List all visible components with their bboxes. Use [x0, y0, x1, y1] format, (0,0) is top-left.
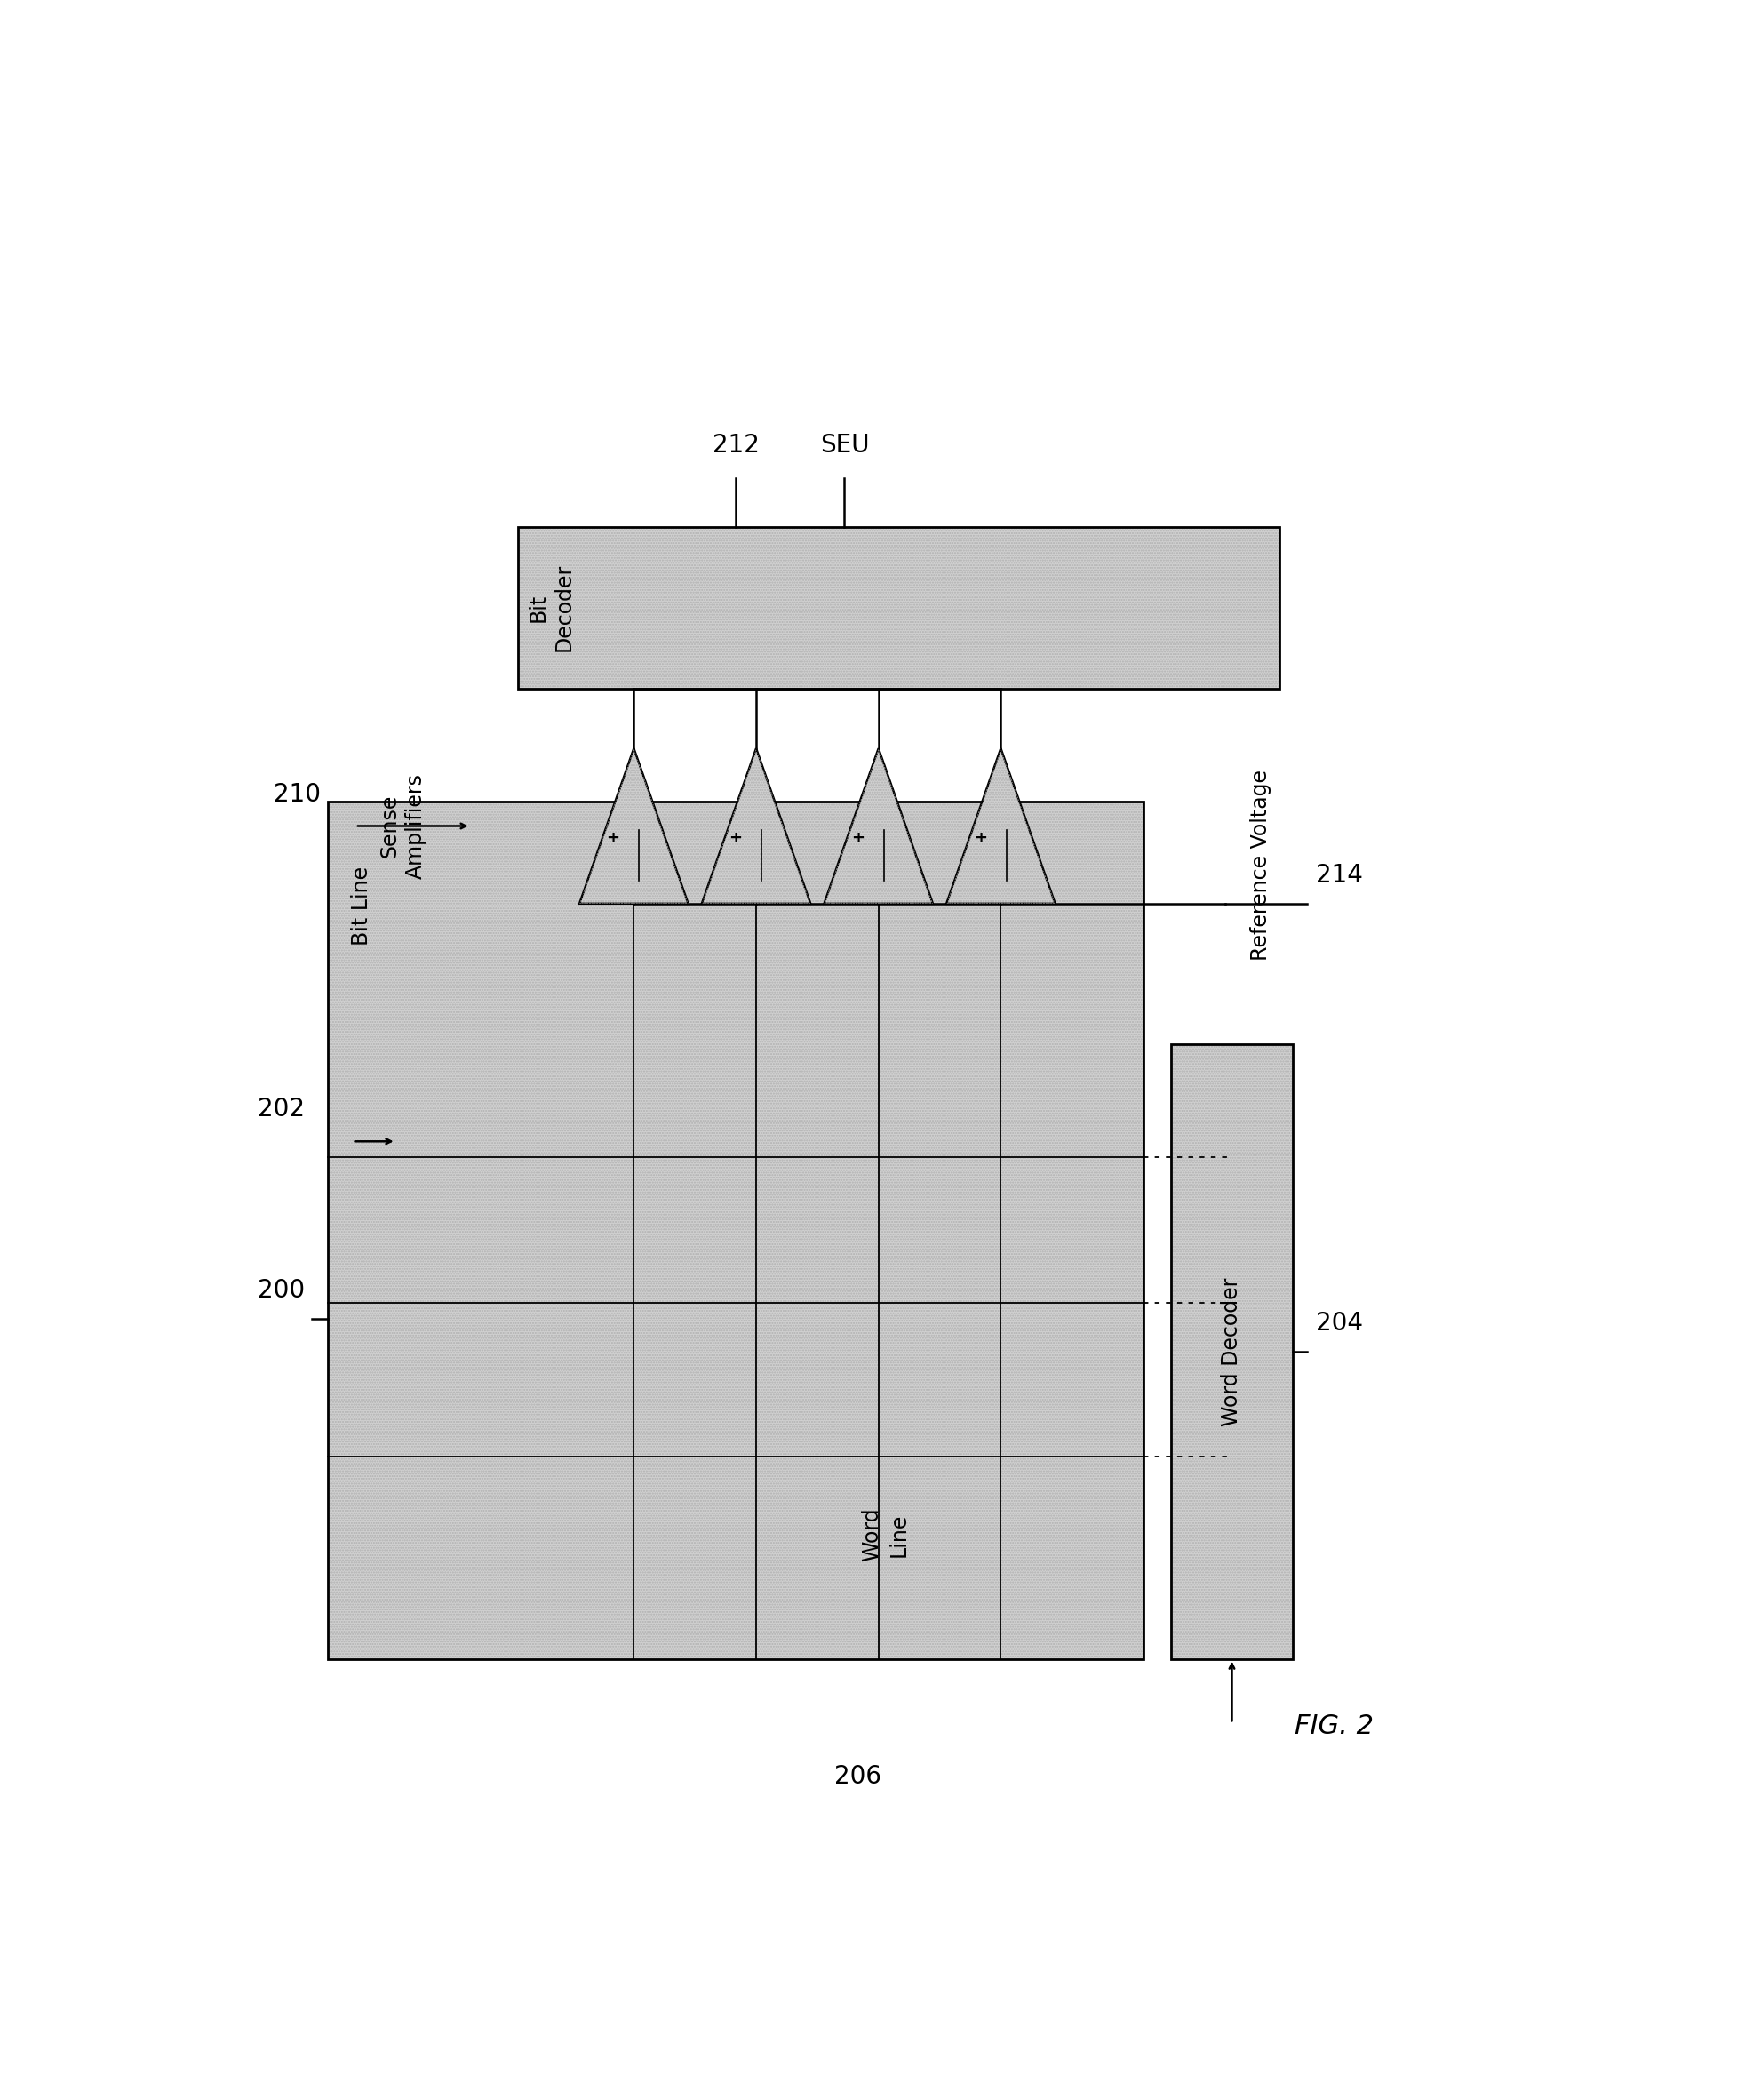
Text: Word
Line: Word Line	[861, 1508, 908, 1562]
Bar	[519, 527, 1280, 689]
Polygon shape	[701, 748, 810, 903]
Bar	[1171, 1044, 1292, 1659]
Polygon shape	[578, 748, 687, 903]
Text: +: +	[607, 830, 619, 846]
Text: +: +	[973, 830, 987, 846]
Text: 204: 204	[1315, 1310, 1362, 1336]
Text: 206: 206	[834, 1764, 882, 1789]
Text: SEU: SEU	[819, 433, 869, 458]
Bar	[328, 802, 1143, 1659]
Text: 200: 200	[258, 1279, 305, 1302]
Text: Word Decoder: Word Decoder	[1220, 1277, 1241, 1426]
Text: +: +	[729, 830, 742, 846]
Text: FIG. 2: FIG. 2	[1294, 1714, 1373, 1739]
Text: 210: 210	[273, 781, 321, 806]
Text: Sense
Amplifiers: Sense Amplifiers	[379, 773, 426, 880]
Polygon shape	[824, 748, 933, 903]
Bar	[1171, 1044, 1292, 1659]
Bar	[328, 802, 1143, 1659]
Text: Bit Line: Bit Line	[351, 867, 372, 945]
Text: Bit
Decoder: Bit Decoder	[526, 563, 575, 651]
Text: 214: 214	[1315, 863, 1362, 888]
Bar	[1171, 1044, 1292, 1659]
Text: +: +	[850, 830, 864, 846]
Bar	[328, 802, 1143, 1659]
Text: 202: 202	[258, 1096, 305, 1121]
Bar	[519, 527, 1280, 689]
Bar	[519, 527, 1280, 689]
Text: 212: 212	[712, 433, 759, 458]
Polygon shape	[947, 748, 1055, 903]
Text: Reference Voltage: Reference Voltage	[1250, 769, 1271, 960]
